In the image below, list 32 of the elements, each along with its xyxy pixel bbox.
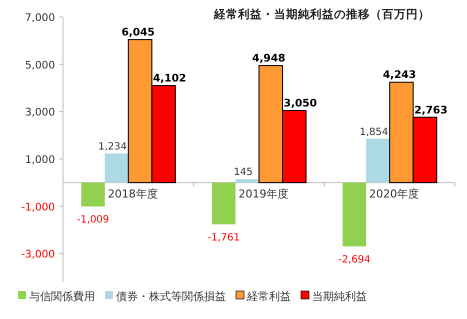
x-tick-label: 2020年度 (369, 188, 420, 201)
bar (212, 182, 236, 224)
bar (342, 182, 366, 246)
data-label: 4,102 (153, 72, 186, 85)
x-tick-label: 2018年度 (108, 188, 158, 201)
y-tick-label: 7,000 (24, 12, 55, 24)
y-tick-label: -1,000 (21, 201, 55, 214)
legend-label: 債券・株式等関係損益 (116, 290, 226, 303)
y-tick-label: 5,000 (24, 59, 55, 72)
bar (366, 138, 390, 183)
bar (104, 153, 128, 183)
bar (81, 182, 105, 206)
data-label: 4,948 (252, 52, 286, 65)
y-tick-label: 1,000 (24, 154, 55, 166)
data-label: -2,694 (338, 254, 371, 266)
x-tick-label: 2019年度 (238, 188, 288, 201)
data-label: 1,234 (98, 141, 127, 152)
legend-label: 与信関係費用 (29, 290, 95, 303)
legend-label: 当期純利益 (312, 290, 367, 303)
data-label: 145 (234, 167, 253, 178)
data-label: 1,854 (360, 126, 388, 138)
bar (235, 179, 259, 183)
legend-label: 経常利益 (246, 290, 291, 303)
y-tick-label: -3,000 (21, 248, 55, 261)
data-label: 6,045 (121, 26, 155, 39)
data-label: 2,763 (414, 104, 448, 116)
data-label: 3,050 (284, 97, 317, 110)
chart-title: 経常利益・当期純利益の推移（百万円） (213, 7, 430, 21)
y-tick-label: 3,000 (24, 106, 55, 119)
data-label: -1,009 (76, 214, 110, 226)
data-label: -1,761 (208, 232, 240, 244)
data-label: 4,243 (382, 69, 416, 82)
